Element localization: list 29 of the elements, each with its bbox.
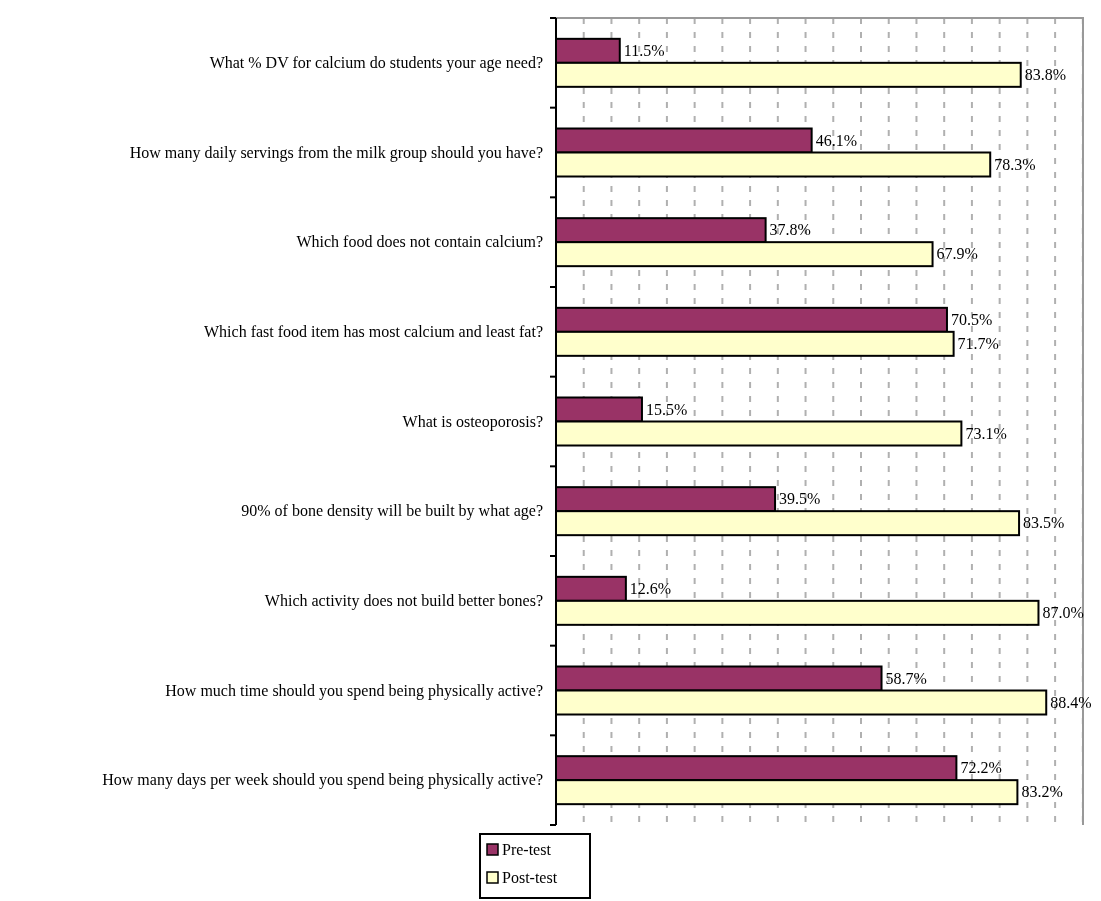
legend-label: Pre-test xyxy=(502,841,552,858)
y-tick-label: How many daily servings from the milk group should you have? xyxy=(129,143,543,162)
data-label: 88.4% xyxy=(1050,693,1092,711)
data-label: 12.6% xyxy=(629,579,672,597)
data-label: 72.2% xyxy=(960,759,1002,777)
y-tick-label: How many days per week should you spend being physically active? xyxy=(102,771,543,790)
data-label: 83.2% xyxy=(1021,783,1063,801)
legend-label: Post-test xyxy=(502,869,558,886)
data-label: 71.7% xyxy=(957,334,999,352)
data-label: 39.5% xyxy=(779,490,821,508)
data-label: 67.9% xyxy=(936,245,978,263)
data-label: 37.8% xyxy=(769,221,811,239)
data-label: 83.8% xyxy=(1024,65,1067,83)
data-label: 78.3% xyxy=(994,155,1036,173)
y-tick-label: 90% of bone density will be built by what age? xyxy=(241,502,543,521)
y-tick-label: How much time should you spend being physically active? xyxy=(165,681,543,700)
data-label: 70.5% xyxy=(950,310,993,328)
y-tick-label: Which food does not contain calcium? xyxy=(296,233,543,251)
y-tick-label: What is osteoporosis? xyxy=(402,412,543,431)
y-tick-label: Which activity does not build better bones? xyxy=(264,591,543,610)
data-label: 83.5% xyxy=(1023,514,1065,532)
data-label: 73.1% xyxy=(965,424,1007,442)
y-tick-label: What % DV for calcium do students your age need? xyxy=(209,53,543,72)
y-tick-label: Which fast food item has most calcium and least fat? xyxy=(204,322,543,340)
data-label: 15.5% xyxy=(645,400,688,418)
data-label: 58.7% xyxy=(885,669,927,687)
data-label: 87.0% xyxy=(1042,603,1084,621)
data-label: 46.1% xyxy=(815,131,857,149)
data-label: 11.5% xyxy=(623,41,665,59)
